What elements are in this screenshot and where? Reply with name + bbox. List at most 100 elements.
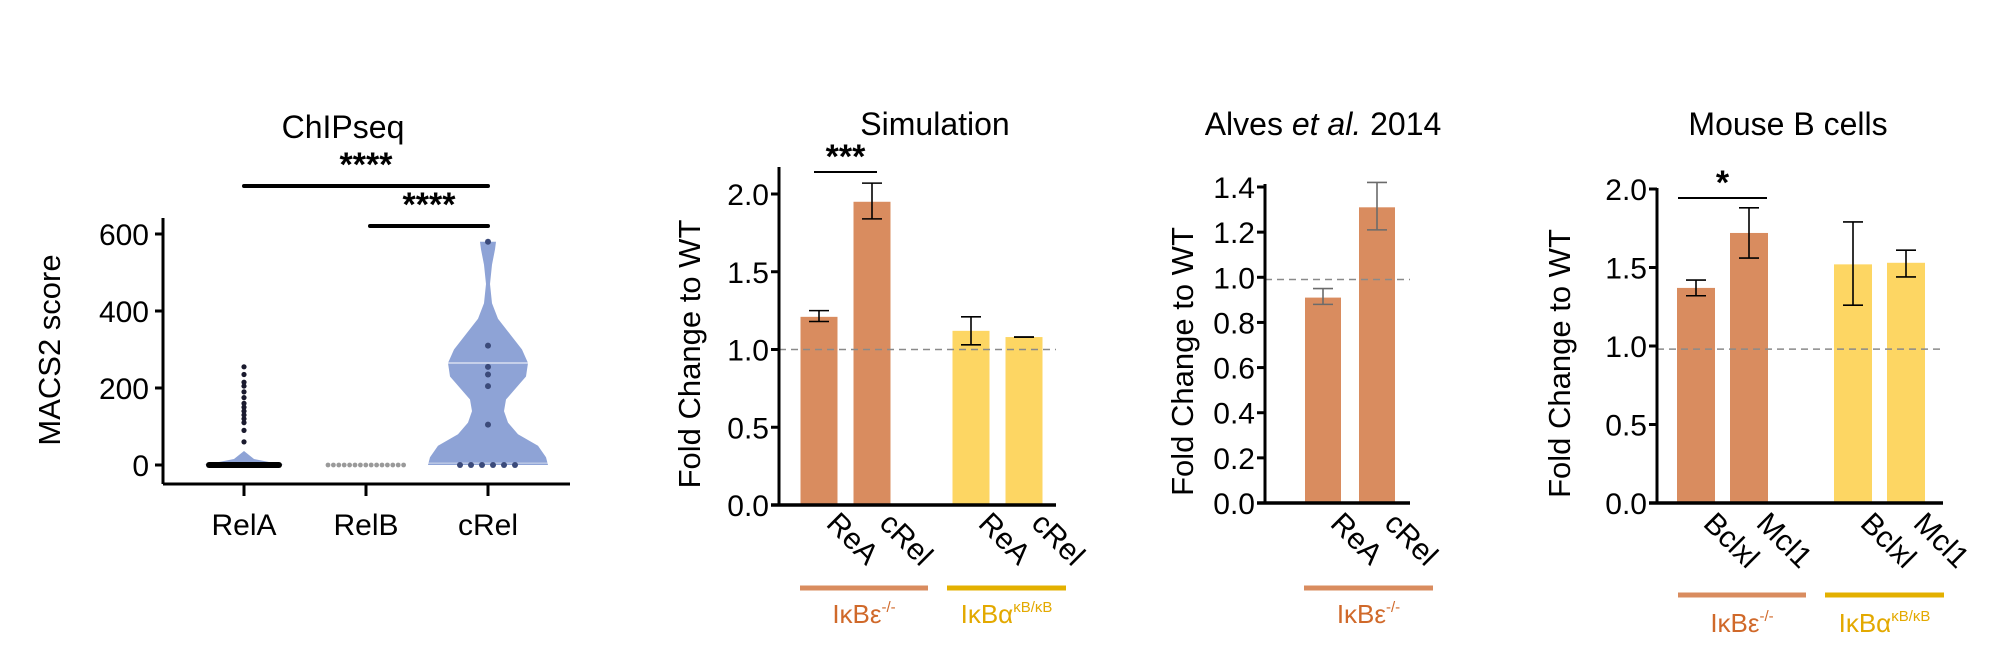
data-point xyxy=(241,412,247,418)
data-point xyxy=(241,427,247,433)
x-tick-label: Mcl1 xyxy=(1907,507,1975,575)
data-point xyxy=(358,462,363,468)
alves-panel: Alves et al. 2014 Fold Change to WT 0.0 0.2… xyxy=(1165,106,1444,629)
y-tick-label: 2.0 xyxy=(727,179,769,212)
chart-title: Mouse B cells xyxy=(1688,106,1887,142)
y-tick-label: 1.5 xyxy=(1605,253,1647,286)
data-point xyxy=(241,364,247,370)
data-point xyxy=(241,400,247,406)
group-label-main: IκBε xyxy=(832,599,882,629)
group-label-main: IκBε xyxy=(1710,608,1760,638)
group-label: IκBακB/κB xyxy=(1839,608,1931,638)
y-tick-label: 1.0 xyxy=(1605,331,1647,364)
violin-rela xyxy=(204,451,284,465)
significance-label: **** xyxy=(403,186,457,224)
chart-title: ChIPseq xyxy=(282,109,405,145)
mouse-b-cells-panel: Mouse B cells Fold Change to WT 0.0 0.5 1.0 1… xyxy=(1542,106,1975,638)
group-label: IκBακB/κB xyxy=(961,599,1053,629)
x-tick-label: Mcl1 xyxy=(1750,507,1818,575)
data-point xyxy=(379,462,385,468)
group-label-main: IκBα xyxy=(1839,608,1892,638)
bar xyxy=(1005,337,1043,505)
y-tick-label: 600 xyxy=(99,219,149,252)
bar xyxy=(952,330,990,505)
y-tick-label: 1.2 xyxy=(1213,217,1255,250)
group-label-superscript: -/- xyxy=(1386,599,1400,616)
y-tick-label: 1.4 xyxy=(1213,172,1255,205)
data-point xyxy=(479,462,485,468)
y-tick-label: 0.0 xyxy=(1213,488,1255,521)
x-tick-label: cRel xyxy=(1378,507,1444,573)
data-point xyxy=(331,462,336,468)
chart-title: Simulation xyxy=(860,106,1009,142)
data-point xyxy=(241,416,247,422)
bar xyxy=(1677,287,1715,503)
data-point xyxy=(468,462,474,468)
x-tick-label: ReA xyxy=(1324,507,1389,572)
y-tick-label: 1.0 xyxy=(727,335,769,368)
bar xyxy=(1359,207,1395,504)
significance-label: * xyxy=(1716,164,1730,202)
title-part: et al. xyxy=(1292,106,1361,142)
data-point xyxy=(401,462,406,468)
y-tick-label: 1.5 xyxy=(727,257,769,290)
data-point xyxy=(352,462,358,468)
data-point xyxy=(325,462,331,468)
bar xyxy=(800,316,838,505)
bar xyxy=(1887,262,1925,503)
y-tick-label: 0.4 xyxy=(1213,398,1255,431)
y-tick-label: 0 xyxy=(132,450,149,483)
data-point xyxy=(485,371,491,378)
data-point xyxy=(363,462,369,468)
x-tick-label: RelB xyxy=(333,509,398,542)
x-tick-label: cRel xyxy=(1025,507,1091,573)
y-tick-label: 0.0 xyxy=(727,490,769,523)
rela-zero-points xyxy=(206,462,282,468)
y-tick-label: 2.0 xyxy=(1605,174,1647,207)
data-point xyxy=(485,342,491,349)
data-point xyxy=(241,420,247,426)
y-axis-label: Fold Change to WT xyxy=(672,220,707,489)
title-part: Alves xyxy=(1205,106,1292,142)
group-label-main: IκBα xyxy=(961,599,1014,629)
group-label: IκBε-/- xyxy=(1710,608,1773,638)
title-part: 2014 xyxy=(1361,106,1441,142)
data-point xyxy=(485,383,491,390)
data-point xyxy=(457,462,463,468)
data-point xyxy=(485,238,491,245)
group-label-main: IκBε xyxy=(1337,599,1387,629)
y-tick-label: 0.0 xyxy=(1605,488,1647,521)
data-point xyxy=(336,462,342,468)
chipseq-panel: ChIPseq MACS2 score 0 200 400 600 RelA RelB cRel… xyxy=(32,109,570,542)
x-tick-label: RelA xyxy=(211,509,276,542)
bar xyxy=(1730,232,1768,503)
x-tick-label: ReA xyxy=(820,507,885,572)
bar xyxy=(1305,297,1341,503)
data-point xyxy=(501,462,507,468)
y-tick-label: 1.0 xyxy=(1213,262,1255,295)
simulation-panel: Simulation Fold Change to WT 0.0 0.5 1.0 1.5 2… xyxy=(672,106,1091,629)
y-axis-label: Fold Change to WT xyxy=(1165,227,1200,496)
data-point xyxy=(347,462,352,468)
data-point xyxy=(241,389,247,395)
data-point xyxy=(512,462,518,468)
data-point xyxy=(241,371,247,378)
y-tick-label: 0.6 xyxy=(1213,353,1255,386)
y-tick-label: 0.8 xyxy=(1213,307,1255,340)
significance-label: *** xyxy=(826,138,866,176)
data-point xyxy=(490,462,496,468)
data-point xyxy=(341,462,347,468)
x-tick-label: cRel xyxy=(873,507,939,573)
data-point xyxy=(241,383,247,389)
x-tick-label: Bclxl xyxy=(1854,507,1922,575)
data-point xyxy=(241,439,247,445)
data-point xyxy=(395,462,401,468)
y-tick-label: 0.2 xyxy=(1213,443,1255,476)
y-axis-label: MACS2 score xyxy=(32,254,67,445)
y-tick-label: 0.5 xyxy=(1605,410,1647,443)
data-point xyxy=(390,462,396,468)
group-label: IκBε-/- xyxy=(832,599,895,629)
data-point xyxy=(368,462,374,468)
significance-label: **** xyxy=(340,146,394,184)
